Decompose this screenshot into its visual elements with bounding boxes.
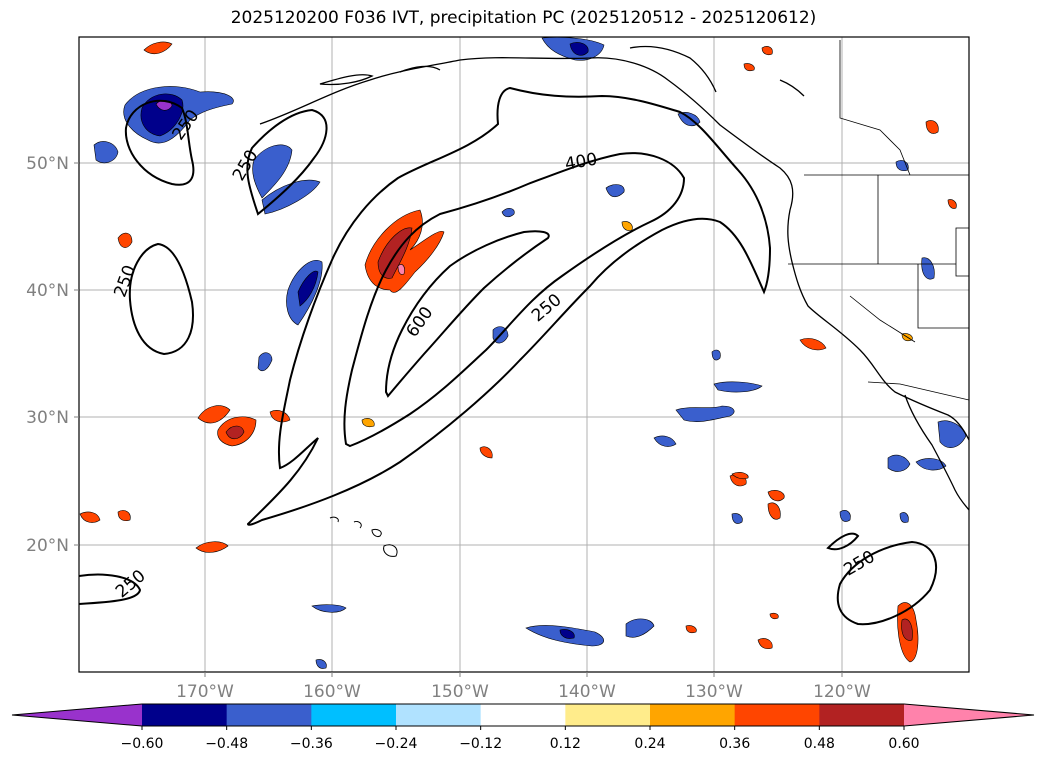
colorbar-segment bbox=[734, 704, 820, 726]
lat-label-50n: 50°N bbox=[26, 154, 69, 174]
colorbar-tick-label: −0.48 bbox=[205, 736, 248, 752]
map-frame bbox=[78, 36, 970, 673]
colorbar-segment bbox=[565, 704, 651, 726]
colorbar-tick-label: −0.36 bbox=[290, 736, 333, 752]
colorbar-segment bbox=[396, 704, 482, 726]
precip-negative-areas bbox=[93, 37, 967, 669]
colorbar-tick-label: −0.60 bbox=[121, 736, 164, 752]
colorbar-segment bbox=[311, 704, 397, 726]
colorbar-ticks: −0.60 −0.48 −0.36 −0.24 −0.12 0.12 0.24 0.36 0.4… bbox=[121, 726, 920, 752]
lon-label-160w: 160°W bbox=[303, 682, 361, 702]
lon-label-150w: 150°W bbox=[431, 682, 489, 702]
lon-label-140w: 140°W bbox=[558, 682, 616, 702]
colorbar-tick-label: 0.48 bbox=[804, 736, 835, 752]
lon-label-120w: 120°W bbox=[813, 682, 871, 702]
colorbar-segment bbox=[226, 704, 312, 726]
colorbar-segment bbox=[142, 704, 228, 726]
lat-label-20n: 20°N bbox=[26, 536, 69, 556]
lon-label-170w: 170°W bbox=[176, 682, 234, 702]
colorbar-segment bbox=[650, 704, 736, 726]
hawaii-islands bbox=[329, 516, 398, 557]
coastlines bbox=[259, 45, 969, 511]
colorbar-tick-label: 0.12 bbox=[550, 736, 581, 752]
ivt-contours bbox=[79, 86, 937, 626]
map-title: 2025120200 F036 IVT, precipitation PC (2… bbox=[230, 8, 817, 28]
precip-positive-areas bbox=[79, 41, 957, 663]
colorbar-tick-label: 0.60 bbox=[888, 736, 919, 752]
colorbar-segment bbox=[480, 704, 566, 726]
borders bbox=[788, 40, 969, 401]
lat-label-40n: 40°N bbox=[26, 281, 69, 301]
colorbar-tick-label: −0.12 bbox=[459, 736, 502, 752]
lon-label-130w: 130°W bbox=[685, 682, 743, 702]
colorbar-tick-label: −0.24 bbox=[375, 736, 418, 752]
colorbar-extend-max bbox=[904, 704, 1034, 726]
lat-label-30n: 30°N bbox=[26, 408, 69, 428]
colorbar-tick-label: 0.24 bbox=[634, 736, 665, 752]
colorbar-extend-min bbox=[12, 704, 142, 726]
colorbar-segment bbox=[819, 704, 905, 726]
axis-ticks bbox=[74, 162, 843, 677]
colorbar-tick-label: 0.36 bbox=[719, 736, 750, 752]
map-area bbox=[79, 37, 969, 672]
colorbar bbox=[11, 703, 1035, 727]
